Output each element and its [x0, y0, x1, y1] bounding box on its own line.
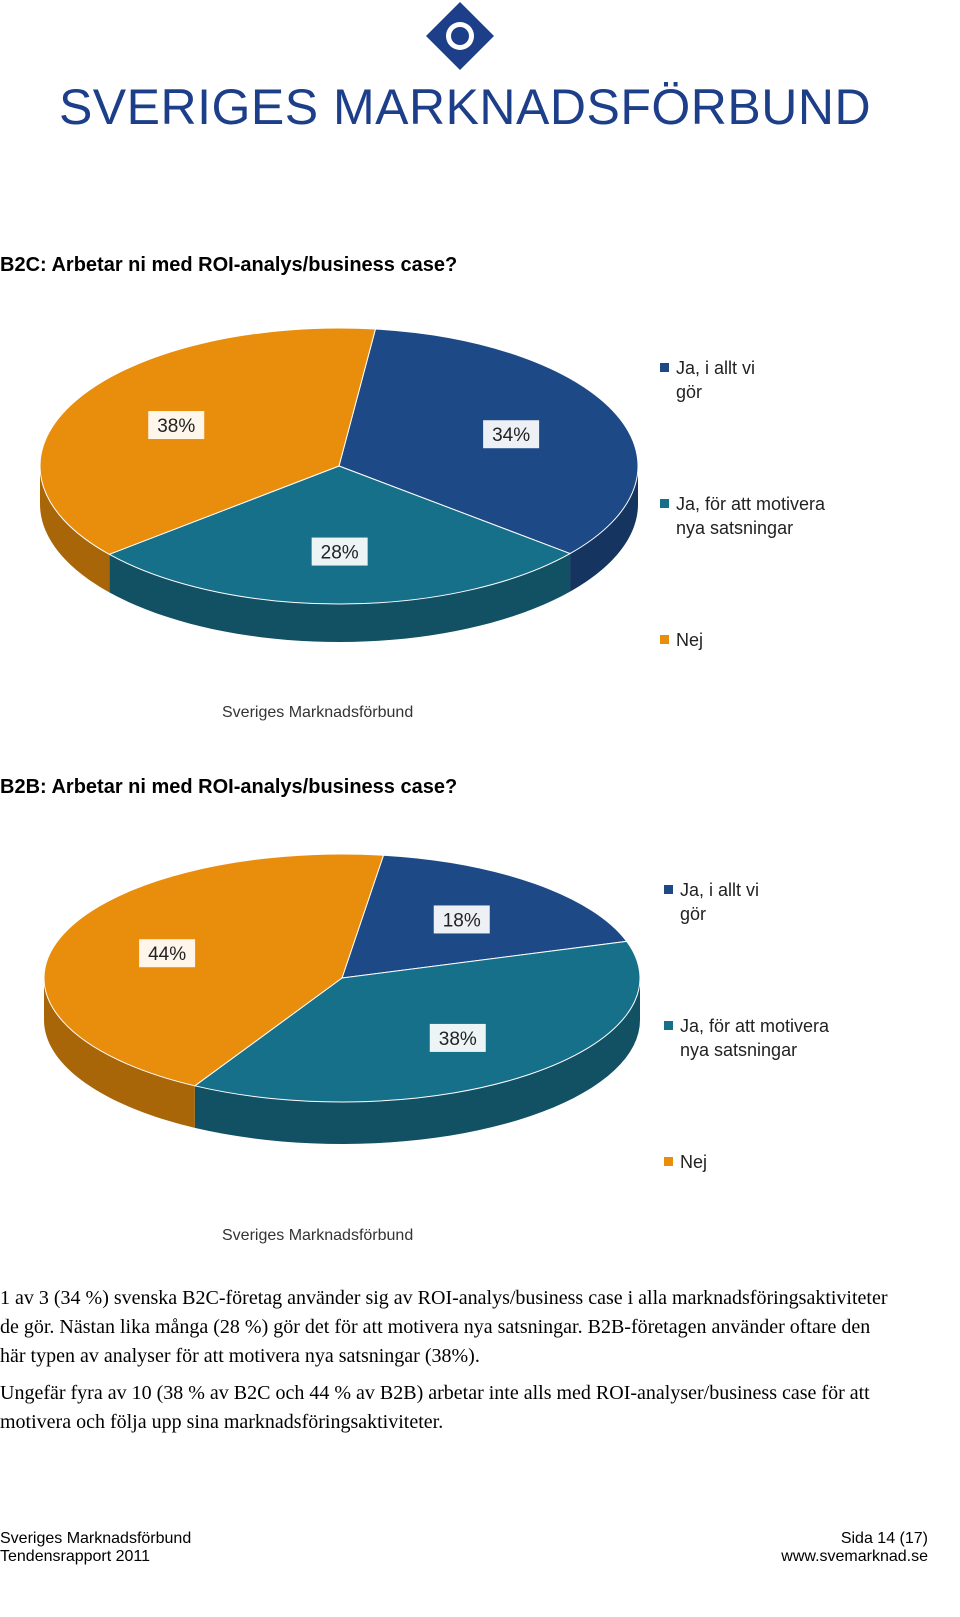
- pie-slice: [193, 940, 641, 1103]
- legend-line: nya satsningar: [680, 1040, 797, 1060]
- legend-line: nya satsningar: [676, 518, 793, 538]
- paragraph: 1 av 3 (34 %) svenska B2C-företag använd…: [0, 1287, 888, 1367]
- footer-text: Sveriges Marknadsförbund: [0, 1530, 192, 1547]
- pie-slice: [39, 327, 377, 555]
- value-label: 44%: [148, 944, 186, 965]
- legend-line: gör: [680, 904, 706, 924]
- legend-line: Ja, i allt vi: [680, 880, 759, 900]
- legend-label: Nej: [680, 1152, 707, 1172]
- value-label-bg: [311, 537, 368, 566]
- legend-label: Ja, i allt vi gör: [680, 880, 759, 924]
- legend-line: Ja, för att motivera: [680, 1016, 830, 1036]
- legend-label: Nej: [676, 630, 703, 650]
- value-label-bg: [148, 411, 205, 440]
- value-label-bg: [429, 1023, 486, 1052]
- body-text: 1 av 3 (34 %) svenska B2C-företag använd…: [0, 1284, 900, 1445]
- pie-chart: 34% 28% 38% Ja, i allt vi gör Ja, för att mot…: [39, 327, 826, 721]
- pie-side: [109, 553, 571, 642]
- legend-swatch: [664, 1021, 673, 1030]
- value-label: 18%: [443, 910, 481, 931]
- value-label: 34%: [492, 425, 530, 446]
- legend-swatch: [660, 363, 669, 372]
- legend-line: Ja, i allt vi: [676, 358, 755, 378]
- legend-line: gör: [676, 382, 702, 402]
- footer-text: Tendensrapport 2011: [0, 1548, 151, 1565]
- value-label-bg: [433, 905, 490, 934]
- pie-slice: [43, 853, 385, 1087]
- value-label-bg: [483, 420, 540, 449]
- pie-side: [570, 466, 638, 592]
- footer-text: www.svemarknad.se: [781, 1548, 928, 1565]
- footer-right: Sida 14 (17) www.svemarknad.se: [781, 1530, 928, 1566]
- footer-text: Sida 14 (17): [840, 1530, 928, 1547]
- pie-chart: 18% 38% 44% Ja, i allt vi gör Ja, för att mot…: [43, 853, 830, 1244]
- chart-source: Sveriges Marknadsförbund: [222, 704, 413, 721]
- chart-source: Sveriges Marknadsförbund: [222, 1227, 413, 1244]
- legend-line: Ja, för att motivera: [676, 494, 826, 514]
- logo-text: SVERIGES MARKNADSFÖRBUND: [58, 79, 872, 135]
- pie-side: [194, 978, 640, 1144]
- paragraph: Ungefär fyra av 10 (38 % av B2C och 44 %…: [0, 1382, 870, 1433]
- chart-title: B2B: Arbetar ni med ROI-analys/business …: [0, 776, 458, 798]
- value-label: 38%: [439, 1029, 477, 1050]
- pie-slice: [108, 465, 572, 605]
- legend-label: Ja, för att motivera nya satsningar: [676, 494, 826, 538]
- legend-swatch: [660, 499, 669, 508]
- legend-label: Ja, för att motivera nya satsningar: [680, 1016, 830, 1060]
- legend-swatch: [664, 885, 673, 894]
- value-label: 38%: [157, 416, 195, 437]
- value-label: 28%: [321, 543, 359, 564]
- legend-label: Ja, i allt vi gör: [676, 358, 755, 402]
- legend-swatch: [664, 1157, 673, 1166]
- pie-side: [44, 978, 195, 1128]
- footer-left: Sveriges Marknadsförbund Tendensrapport …: [0, 1530, 191, 1566]
- chart-title: B2C: Arbetar ni med ROI-analys/business …: [0, 254, 458, 276]
- pie-side: [40, 466, 110, 593]
- value-label-bg: [139, 939, 196, 968]
- logo-mark: [426, 2, 494, 70]
- legend-swatch: [660, 635, 669, 644]
